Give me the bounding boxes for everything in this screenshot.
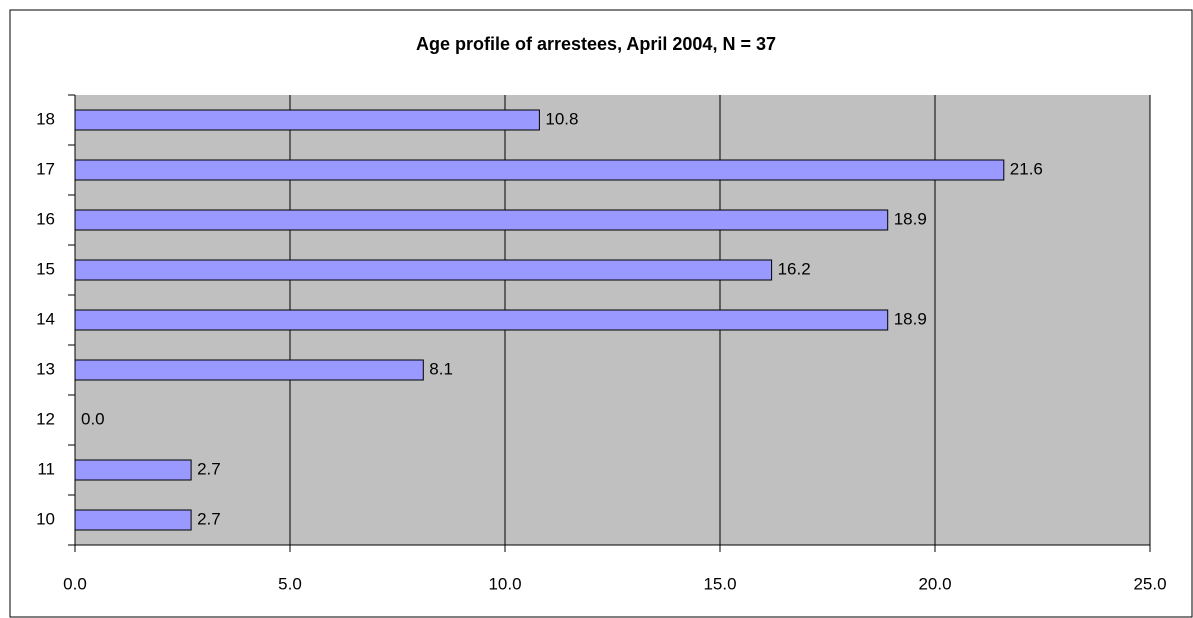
data-label: 2.7	[197, 459, 221, 478]
bar	[74, 359, 424, 381]
data-label: 10.8	[545, 109, 578, 128]
data-label: 21.6	[1010, 159, 1043, 178]
data-label: 2.7	[197, 509, 221, 528]
x-tick-label: 10.0	[488, 574, 521, 593]
data-label: 16.2	[778, 259, 811, 278]
chart-title: Age profile of arrestees, April 2004, N …	[416, 34, 776, 54]
x-tick-label: 0.0	[63, 574, 87, 593]
data-label: 18.9	[894, 309, 927, 328]
bar	[74, 209, 889, 231]
y-tick-label: 16	[36, 209, 55, 228]
bar	[74, 259, 773, 281]
y-tick-label: 10	[36, 509, 55, 528]
data-label: 0.0	[81, 409, 105, 428]
y-tick-label: 15	[36, 259, 55, 278]
y-tick-label: 13	[36, 359, 55, 378]
bar	[74, 509, 192, 531]
x-tick-label: 20.0	[918, 574, 951, 593]
y-tick-label: 18	[36, 109, 55, 128]
y-tick-label: 12	[36, 409, 55, 428]
bar	[74, 459, 192, 481]
y-tick-label: 17	[36, 159, 55, 178]
data-label: 8.1	[429, 359, 453, 378]
x-tick-label: 25.0	[1133, 574, 1166, 593]
y-tick-label: 11	[37, 459, 55, 478]
x-tick-label: 15.0	[703, 574, 736, 593]
bar	[74, 109, 540, 131]
bar	[74, 159, 1005, 181]
x-tick-label: 5.0	[278, 574, 302, 593]
y-tick-label: 14	[36, 309, 55, 328]
bar	[74, 309, 889, 331]
data-label: 18.9	[894, 209, 927, 228]
